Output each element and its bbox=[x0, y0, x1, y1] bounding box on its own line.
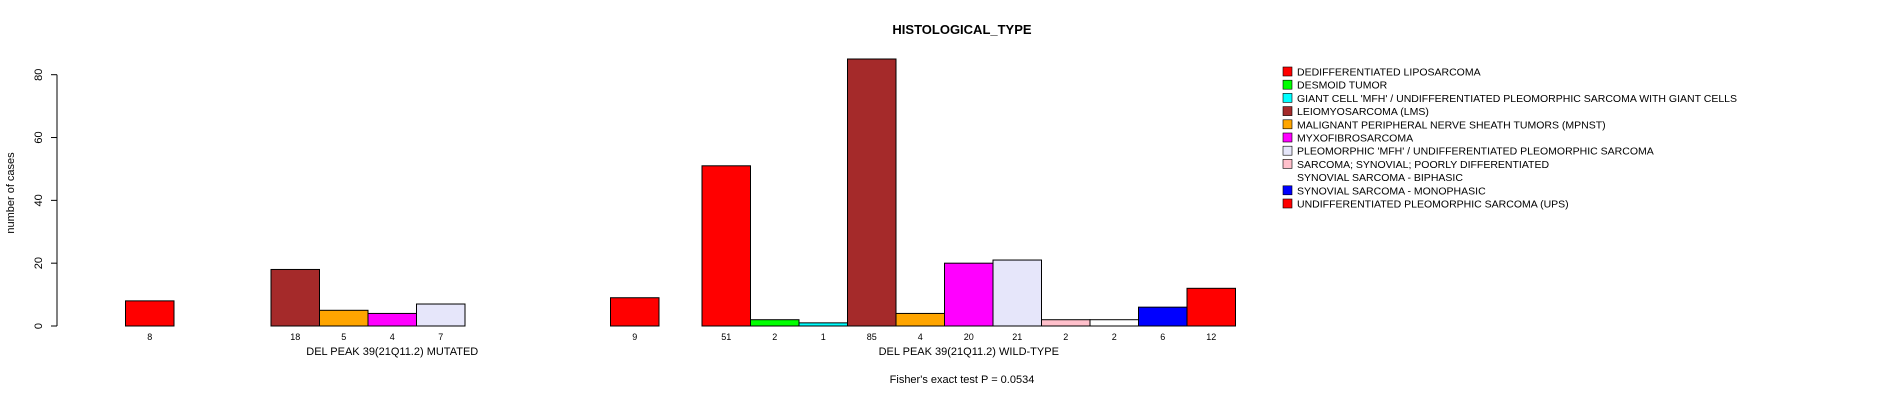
y-tick-label: 0 bbox=[33, 323, 45, 329]
bar bbox=[367, 312, 417, 327]
legend-label: LEIOMYOSARCOMA (LMS) bbox=[1297, 106, 1429, 118]
bar bbox=[701, 165, 751, 327]
bar bbox=[1138, 306, 1188, 327]
bars bbox=[125, 58, 1236, 327]
y-axis-label: number of cases bbox=[5, 152, 17, 234]
y-tick-label: 80 bbox=[33, 69, 45, 81]
legend-label: MYXOFIBROSARCOMA bbox=[1297, 133, 1413, 145]
legend-label: UNDIFFERENTIATED PLEOMORPHIC SARCOMA (UP… bbox=[1297, 199, 1569, 211]
legend-label: SYNOVIAL SARCOMA - MONOPHASIC bbox=[1297, 185, 1486, 197]
bar bbox=[1089, 319, 1139, 327]
legend-swatch bbox=[1282, 132, 1293, 143]
group-label: DEL PEAK 39(21Q11.2) MUTATED bbox=[306, 346, 478, 358]
bar bbox=[416, 303, 466, 327]
bar bbox=[270, 268, 320, 327]
legend-swatch bbox=[1282, 93, 1293, 103]
bar bbox=[847, 58, 897, 327]
legend-label: PLEOMORPHIC 'MFH' / UNDIFFERENTIATED PLE… bbox=[1297, 146, 1654, 158]
bar bbox=[1041, 319, 1091, 327]
bar-value-label: 7 bbox=[438, 332, 443, 342]
y-tick-label: 20 bbox=[33, 257, 45, 269]
bar-value-label: 2 bbox=[1112, 332, 1117, 342]
bar-value-label: 20 bbox=[964, 332, 974, 342]
legend-label: MALIGNANT PERIPHERAL NERVE SHEATH TUMORS… bbox=[1297, 119, 1606, 131]
y-tick-label: 40 bbox=[33, 194, 45, 206]
legend-swatch bbox=[1282, 145, 1293, 156]
bar bbox=[944, 262, 994, 327]
legend-label: GIANT CELL 'MFH' / UNDIFFERENTIATED PLEO… bbox=[1297, 93, 1737, 105]
legend-label: DESMOID TUMOR bbox=[1297, 80, 1388, 92]
legend-swatch bbox=[1282, 79, 1293, 90]
bar-value-label: 4 bbox=[918, 332, 923, 342]
bar-value-label: 4 bbox=[390, 332, 395, 342]
bar-value-label: 21 bbox=[1012, 332, 1022, 342]
legend-swatch bbox=[1282, 198, 1293, 209]
bar-value-label: 8 bbox=[147, 332, 152, 342]
bar bbox=[750, 319, 800, 327]
chart-title: HISTOLOGICAL_TYPE bbox=[892, 22, 1031, 37]
group-labels: DEL PEAK 39(21Q11.2) MUTATED DEL PEAK 39(… bbox=[306, 346, 1059, 358]
bar bbox=[992, 259, 1042, 327]
bar-value-label: 2 bbox=[772, 332, 777, 342]
group-label: DEL PEAK 39(21Q11.2) WILD-TYPE bbox=[879, 346, 1059, 358]
bar-value-label: 1 bbox=[821, 332, 826, 342]
bar-value-label: 2 bbox=[1063, 332, 1068, 342]
legend-swatch bbox=[1282, 106, 1293, 116]
legend-swatch bbox=[1282, 119, 1293, 130]
bar-value-label: 12 bbox=[1206, 332, 1216, 342]
y-axis: 0 20 40 60 80 bbox=[33, 69, 58, 329]
legend-swatch bbox=[1282, 66, 1293, 77]
bar bbox=[610, 297, 660, 327]
bar bbox=[125, 300, 175, 327]
legend-label: DEDIFFERENTIATED LIPOSARCOMA bbox=[1297, 67, 1481, 79]
fisher-test-note: Fisher's exact test P = 0.0534 bbox=[890, 374, 1035, 386]
legend-swatch bbox=[1282, 185, 1293, 196]
bar bbox=[319, 309, 369, 327]
bar-value-label: 6 bbox=[1160, 332, 1165, 342]
bar-value-labels: 8 18 5 4 7 9 51 2 1 85 4 20 21 2 2 6 12 bbox=[147, 332, 1216, 342]
bar bbox=[798, 322, 848, 327]
legend-swatch bbox=[1282, 172, 1293, 182]
bar bbox=[1186, 287, 1236, 327]
bar-value-label: 5 bbox=[341, 332, 346, 342]
bar-value-label: 9 bbox=[632, 332, 637, 342]
bar bbox=[895, 312, 945, 327]
y-tick-label: 60 bbox=[33, 131, 45, 143]
legend-swatch bbox=[1282, 159, 1293, 169]
bar-value-label: 85 bbox=[867, 332, 877, 342]
legend-label: SYNOVIAL SARCOMA - BIPHASIC bbox=[1297, 172, 1463, 184]
bar-value-label: 18 bbox=[290, 332, 300, 342]
legend-label: SARCOMA; SYNOVIAL; POORLY DIFFERENTIATED bbox=[1297, 159, 1549, 171]
bar-value-label: 51 bbox=[721, 332, 731, 342]
